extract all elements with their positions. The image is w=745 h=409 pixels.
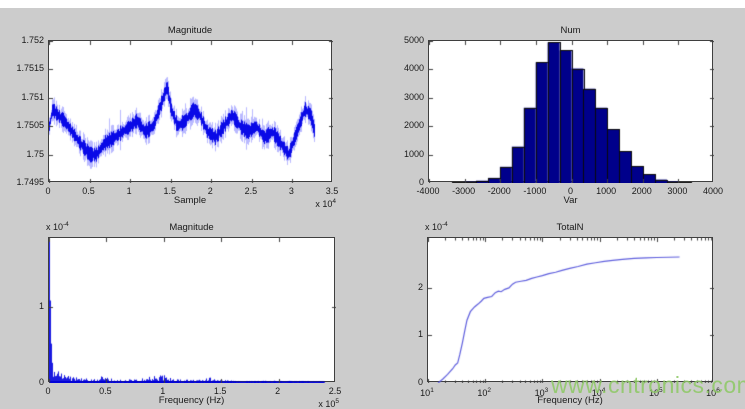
plot-title: Magnitude — [167, 25, 213, 36]
x-exponent-label: x 104 — [315, 198, 336, 209]
y-tick-label: 2000 — [403, 120, 424, 131]
y-tick-label: 1.75 — [26, 148, 44, 159]
y-tick-label: 0 — [38, 377, 44, 387]
y-tick-label: 4000 — [403, 63, 424, 74]
spectrum-canvas — [49, 238, 336, 383]
x-tick-label: 2.5 — [244, 186, 258, 196]
plot-title: Num — [560, 25, 581, 36]
matlab-figure-background: Magnitude Sample x 104 1.7495 1.75 1.7505 1… — [0, 8, 745, 409]
x-tick-label: 4000 — [702, 186, 724, 196]
x-tick-label: 3.5 — [325, 186, 339, 196]
y-tick-label: 1.7495 — [16, 177, 44, 187]
exp-power: 5 — [335, 398, 339, 405]
x-tick-label: 1000 — [596, 186, 617, 196]
x-tick-label: 0.5 — [82, 186, 95, 196]
x-tick-label: 102 — [477, 387, 491, 398]
axis-box — [48, 237, 336, 383]
y-tick-label: 2 — [417, 281, 423, 292]
histogram-canvas — [429, 41, 714, 183]
y-tick-label: 1.7505 — [16, 120, 44, 131]
x-tick-label: 3 — [288, 186, 294, 196]
x-tick-label: 2 — [275, 386, 281, 396]
y-exponent-label: x 10-4 — [46, 221, 69, 232]
x-tick-label: 1.5 — [213, 386, 227, 396]
subplot-magnitude-time: Magnitude Sample x 104 1.7495 1.75 1.7505 1… — [16, 25, 338, 209]
exp-power: -4 — [63, 221, 69, 228]
y-tick-label: 1 — [38, 300, 44, 311]
y-tick-label: 0 — [418, 177, 424, 187]
x-axis-label: Sample — [173, 195, 207, 206]
x-tick-label: 3000 — [667, 186, 688, 196]
exp-power: -4 — [442, 221, 448, 228]
exp-base: x 10 — [318, 399, 336, 409]
x-axis-label: Frequency (Hz) — [158, 395, 225, 406]
log-curve-canvas — [428, 238, 714, 383]
x-axis-label: Frequency (Hz) — [537, 395, 603, 406]
x-tick-label: 2 — [207, 186, 213, 196]
exp-base: x 10 — [425, 222, 443, 232]
subplot-histogram-num: Num Var 0 1000 2000 3000 4000 5000 -4000 -3000 -… — [404, 25, 723, 206]
x-axis-label: Var — [563, 195, 578, 206]
x-tick-label: -3000 — [452, 186, 476, 196]
x-tick-label: 103 — [534, 387, 549, 398]
exp-power: 4 — [332, 198, 336, 205]
x-tick-label: -1000 — [523, 186, 547, 196]
y-tick-label: 1.751 — [21, 91, 44, 102]
axis-box — [427, 237, 714, 383]
x-tick-label: 2.5 — [328, 386, 342, 396]
plot-title: TotalN — [556, 222, 584, 233]
x-tick-label: 0 — [567, 186, 573, 196]
y-tick-label: 1 — [417, 329, 423, 340]
exp-base: x 10 — [46, 222, 64, 232]
x-tick-label: 2000 — [631, 186, 652, 196]
axis-box — [48, 40, 333, 183]
signal-canvas — [49, 41, 333, 183]
x-tick-label: 0 — [45, 386, 51, 396]
x-tick-label: 1.5 — [163, 186, 176, 196]
y-exponent-label: x 10-4 — [425, 221, 448, 232]
x-tick-label: 105 — [648, 387, 663, 398]
x-tick-label: 106 — [706, 387, 720, 398]
x-exponent-label: x 105 — [318, 398, 339, 409]
x-tick-label: 1 — [126, 186, 132, 196]
x-tick-label: 0 — [45, 186, 51, 196]
y-tick-label: 1.752 — [21, 35, 44, 45]
y-tick-label: 1000 — [403, 148, 424, 159]
x-tick-label: 1 — [160, 386, 166, 396]
y-tick-label: 0 — [417, 377, 423, 387]
x-tick-label: 0.5 — [99, 386, 112, 396]
y-tick-label: 3000 — [403, 91, 424, 102]
y-tick-label: 5000 — [403, 35, 424, 45]
y-tick-label: 1.7515 — [16, 63, 44, 74]
exp-base: x 10 — [315, 199, 333, 209]
x-tick-label: -4000 — [416, 186, 440, 196]
x-tick-label: 104 — [591, 387, 606, 398]
plot-title: Magnitude — [169, 222, 214, 233]
x-tick-label: -2000 — [487, 186, 511, 196]
axis-box — [428, 40, 714, 183]
subplot-totaln-curve: TotalN x 10-4 Frequency (Hz) 0 1 2 101 102 10… — [418, 221, 720, 406]
x-tick-label: 101 — [420, 387, 434, 398]
